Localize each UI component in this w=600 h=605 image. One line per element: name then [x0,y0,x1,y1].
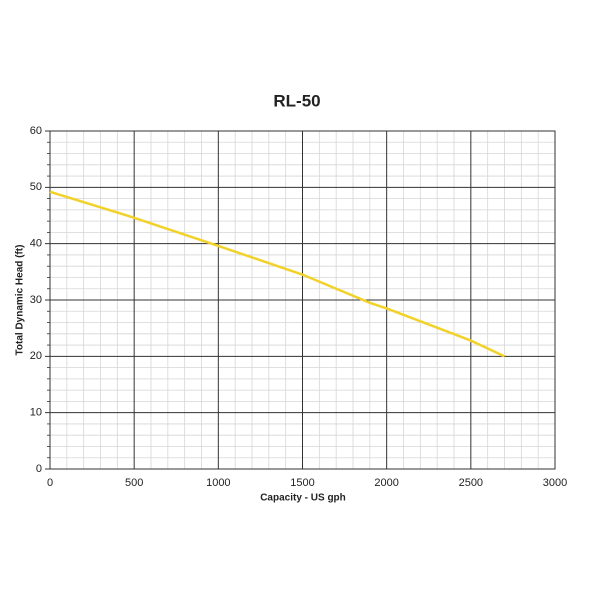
y-tick-label: 0 [36,463,42,475]
x-tick-label: 3000 [543,477,567,489]
x-tick-label: 2000 [374,477,398,489]
chart-title: RL-50 [273,91,320,110]
x-tick-label: 500 [125,477,143,489]
data-line [49,190,506,358]
y-tick-label: 50 [30,181,42,193]
x-axis-label: Capacity - US gph [260,493,346,504]
y-tick-label: 30 [30,294,42,306]
y-tick-label: 20 [30,350,42,362]
y-tick-label: 60 [30,125,42,137]
plot-frame [49,130,556,470]
y-tick-label: 10 [30,407,42,419]
x-tick-label: 0 [47,477,53,489]
x-tick-label: 1000 [206,477,230,489]
y-axis-label: Total Dynamic Head (ft) [15,245,26,356]
y-tick-label: 40 [30,238,42,250]
x-tick-label: 1500 [290,477,314,489]
x-tick-label: 2500 [459,477,483,489]
